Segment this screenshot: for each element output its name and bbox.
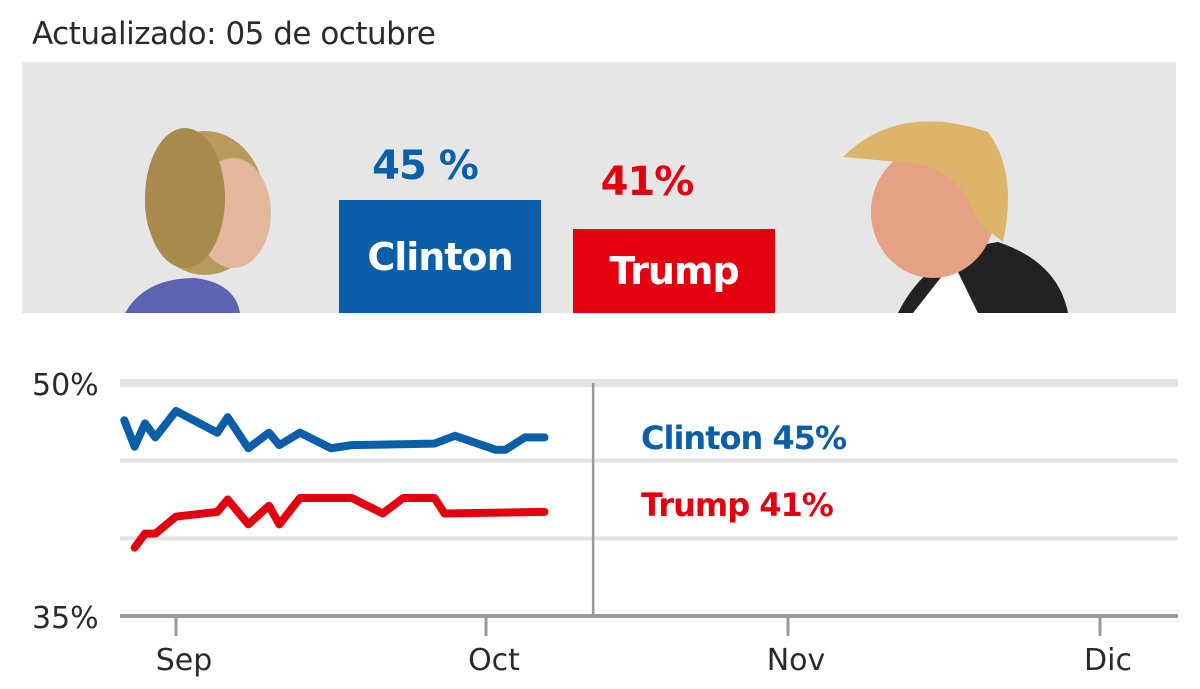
x-tick-label: Sep (156, 643, 213, 678)
clinton-line (120, 406, 549, 454)
clinton-end-label: Clinton 45% (641, 419, 847, 457)
y-tick-label: 35% (32, 601, 99, 636)
hillary-clinton-photo (125, 128, 271, 313)
x-tick-label: Dic (1084, 643, 1132, 678)
clinton-bar-label: Clinton (367, 234, 513, 279)
donald-trump-photo (843, 121, 1068, 313)
x-tick-label: Nov (767, 643, 826, 678)
trump-line (130, 493, 549, 552)
x-tick-label: Oct (468, 643, 520, 678)
trump-bar-label: Trump (609, 249, 739, 293)
clinton-bar: Clinton (339, 200, 541, 313)
trump-end-label: Trump 41% (641, 486, 834, 524)
y-tick-label: 50% (32, 368, 99, 403)
trump-percent: 41% (600, 159, 695, 205)
trump-bar: Trump (573, 229, 775, 313)
clinton-percent: 45 % (372, 143, 479, 189)
updated-date: Actualizado: 05 de octubre (32, 16, 436, 52)
